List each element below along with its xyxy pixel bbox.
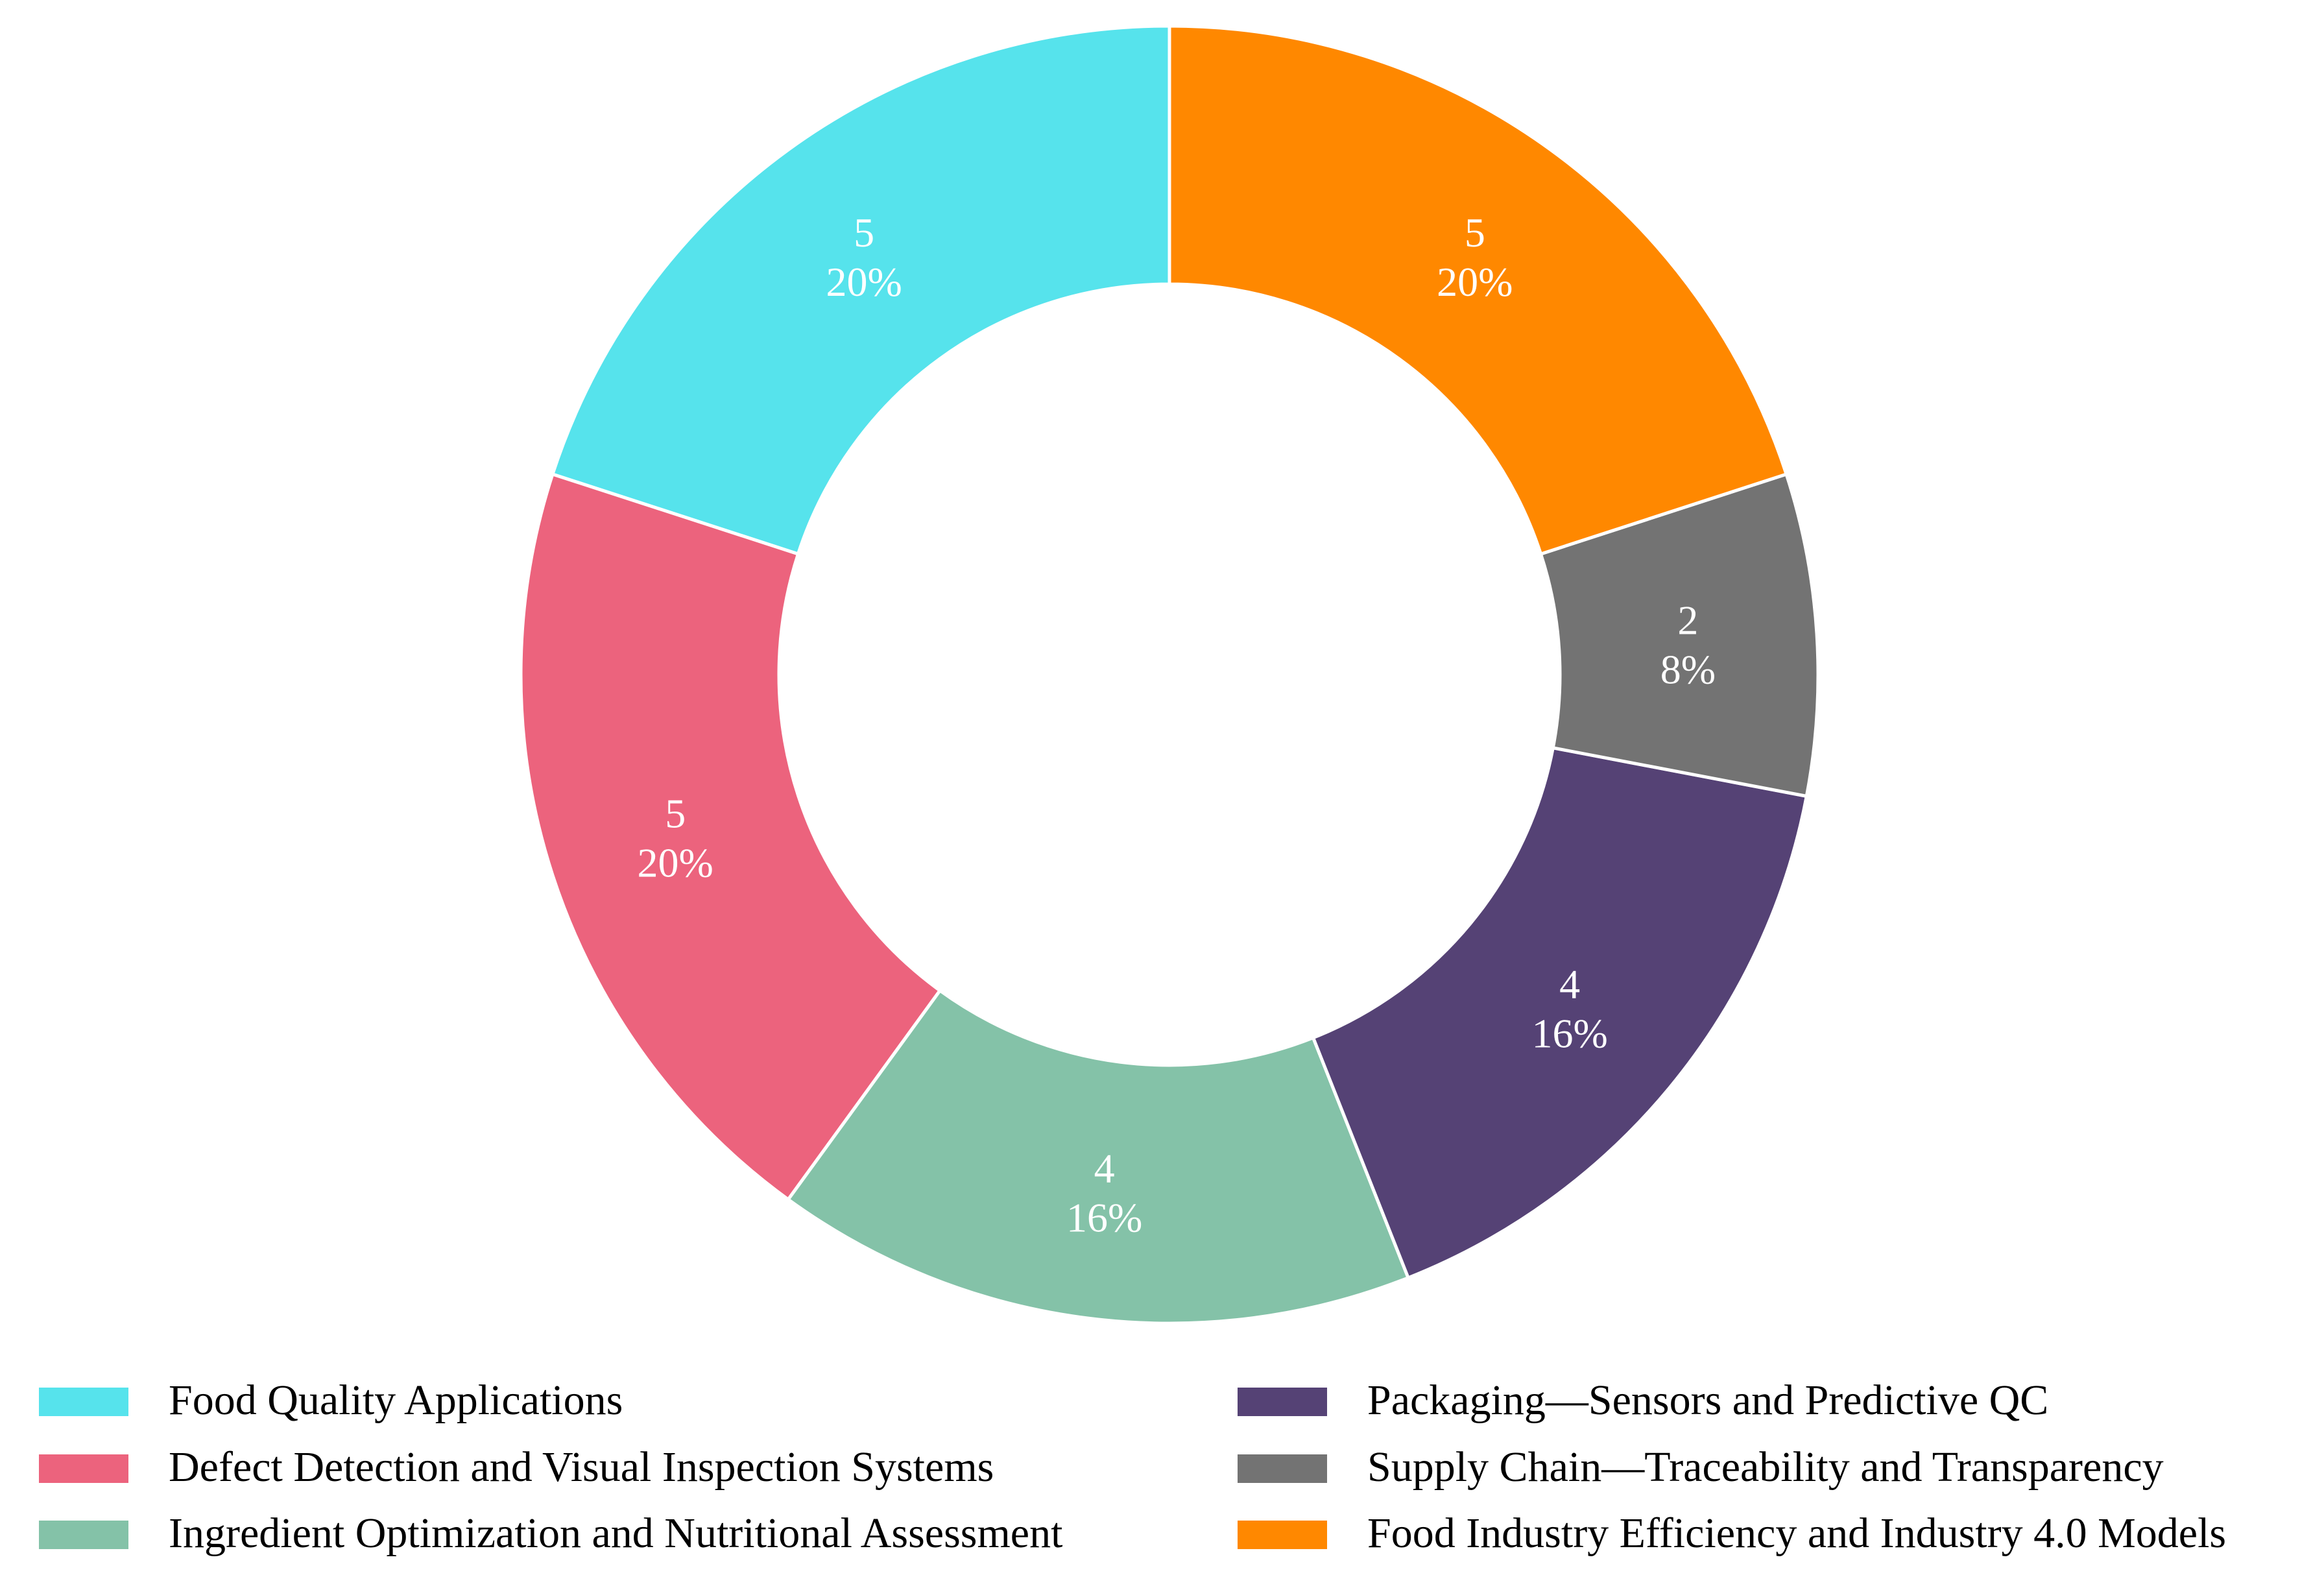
legend: Food Quality Applications Defect Detectio… [39,1377,2226,1557]
slice-percent-label: 16% [1066,1195,1142,1241]
slice-value-label: 2 [1677,597,1698,644]
legend-label: Ingredient Optimization and Nutritional … [169,1510,1062,1557]
slice-3 [1311,745,1809,1281]
slice-5 [1168,24,1789,557]
legend-item: Packaging—Sensors and Predictive QC [1238,1377,2048,1424]
legend-label: Food Quality Applications [169,1377,623,1424]
slice-value-label: 5 [854,210,874,256]
legend-swatch [1238,1454,1327,1483]
slice-labels: 520%520%416%416%28%520% [638,210,1716,1241]
legend-swatch [39,1454,128,1483]
legend-label: Supply Chain—Traceability and Transparen… [1367,1443,2164,1491]
slice-4 [1539,472,1820,799]
legend-swatch [1238,1388,1327,1416]
legend-label: Food Industry Efficiency and Industry 4.… [1367,1510,2226,1557]
legend-item: Food Industry Efficiency and Industry 4.… [1238,1510,2226,1557]
slice-value-label: 4 [1094,1146,1115,1192]
slice-percent-label: 20% [826,259,902,305]
slice-percent-label: 16% [1532,1011,1608,1057]
slice-0 [550,24,1171,557]
legend-item: Supply Chain—Traceability and Transparen… [1238,1443,2164,1491]
slice-value-label: 5 [665,791,686,837]
slice-2 [785,988,1411,1325]
slice-1 [519,472,942,1202]
legend-item: Food Quality Applications [39,1377,623,1424]
slice-percent-label: 20% [1437,259,1513,305]
slice-percent-label: 8% [1660,647,1716,693]
legend-label: Defect Detection and Visual Inspection S… [169,1443,994,1491]
slice-value-label: 4 [1559,961,1580,1007]
legend-item: Defect Detection and Visual Inspection S… [39,1443,994,1491]
legend-label: Packaging—Sensors and Predictive QC [1367,1377,2048,1424]
slices [519,24,1820,1325]
slice-value-label: 5 [1465,210,1485,256]
legend-swatch [1238,1521,1327,1549]
legend-swatch [39,1388,128,1416]
slice-percent-label: 20% [638,840,713,886]
legend-item: Ingredient Optimization and Nutritional … [39,1510,1062,1557]
legend-swatch [39,1521,128,1549]
